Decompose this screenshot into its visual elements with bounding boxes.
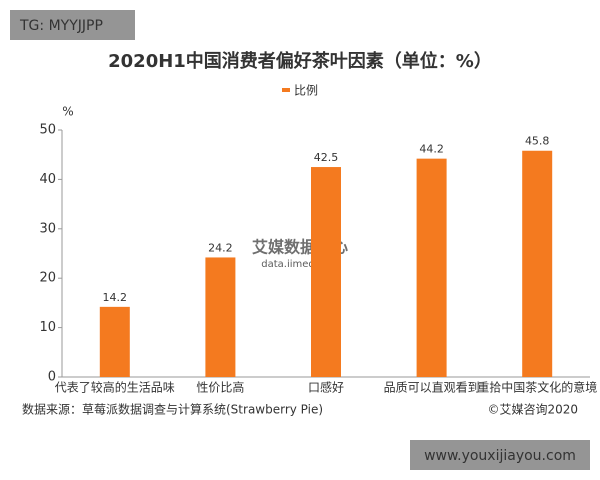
overlay-text: TG: MYYJJPP bbox=[19, 18, 103, 34]
value-label: 45.8 bbox=[525, 135, 550, 148]
source-note: 数据来源：草莓派数据调查与计算系统(Strawberry Pie) bbox=[22, 402, 323, 417]
y-tick-label: 20 bbox=[39, 271, 56, 286]
value-label: 44.2 bbox=[419, 143, 444, 156]
overlay-box bbox=[10, 10, 135, 40]
x-tick-label: 性价比高 bbox=[196, 380, 244, 395]
bar bbox=[99, 306, 130, 377]
value-label: 14.2 bbox=[103, 291, 128, 304]
overlay-box bbox=[410, 440, 590, 470]
value-label: 24.2 bbox=[208, 241, 233, 254]
bar bbox=[311, 167, 341, 377]
watermark-url: data.iimedia.cn bbox=[261, 259, 338, 270]
bar bbox=[522, 150, 553, 377]
legend-label: 比例 bbox=[294, 84, 318, 98]
x-tick-label: 品质可以直观看到 bbox=[384, 381, 480, 395]
bar bbox=[205, 257, 236, 377]
y-tick-label: 0 bbox=[48, 370, 56, 385]
value-label: 42.5 bbox=[314, 151, 339, 164]
y-tick-label: 50 bbox=[39, 123, 56, 138]
y-tick-label: 30 bbox=[39, 221, 56, 236]
bar bbox=[416, 158, 447, 377]
y-tick-label: 10 bbox=[39, 320, 56, 335]
y-axis-label: % bbox=[62, 105, 73, 119]
y-tick-label: 40 bbox=[39, 172, 56, 187]
x-tick-label: 口感好 bbox=[308, 380, 344, 395]
legend-swatch bbox=[282, 88, 290, 92]
x-tick-label: 重拾中国茶文化的意境 bbox=[477, 380, 597, 395]
x-tick-label: 代表了较高的生活品味 bbox=[55, 380, 175, 395]
chart-title: 2020H1中国消费者偏好茶叶因素（单位：%） bbox=[108, 50, 492, 72]
overlay-text: www.youxijiayou.com bbox=[424, 448, 576, 464]
copyright: ©艾媒咨询2020 bbox=[487, 402, 578, 417]
